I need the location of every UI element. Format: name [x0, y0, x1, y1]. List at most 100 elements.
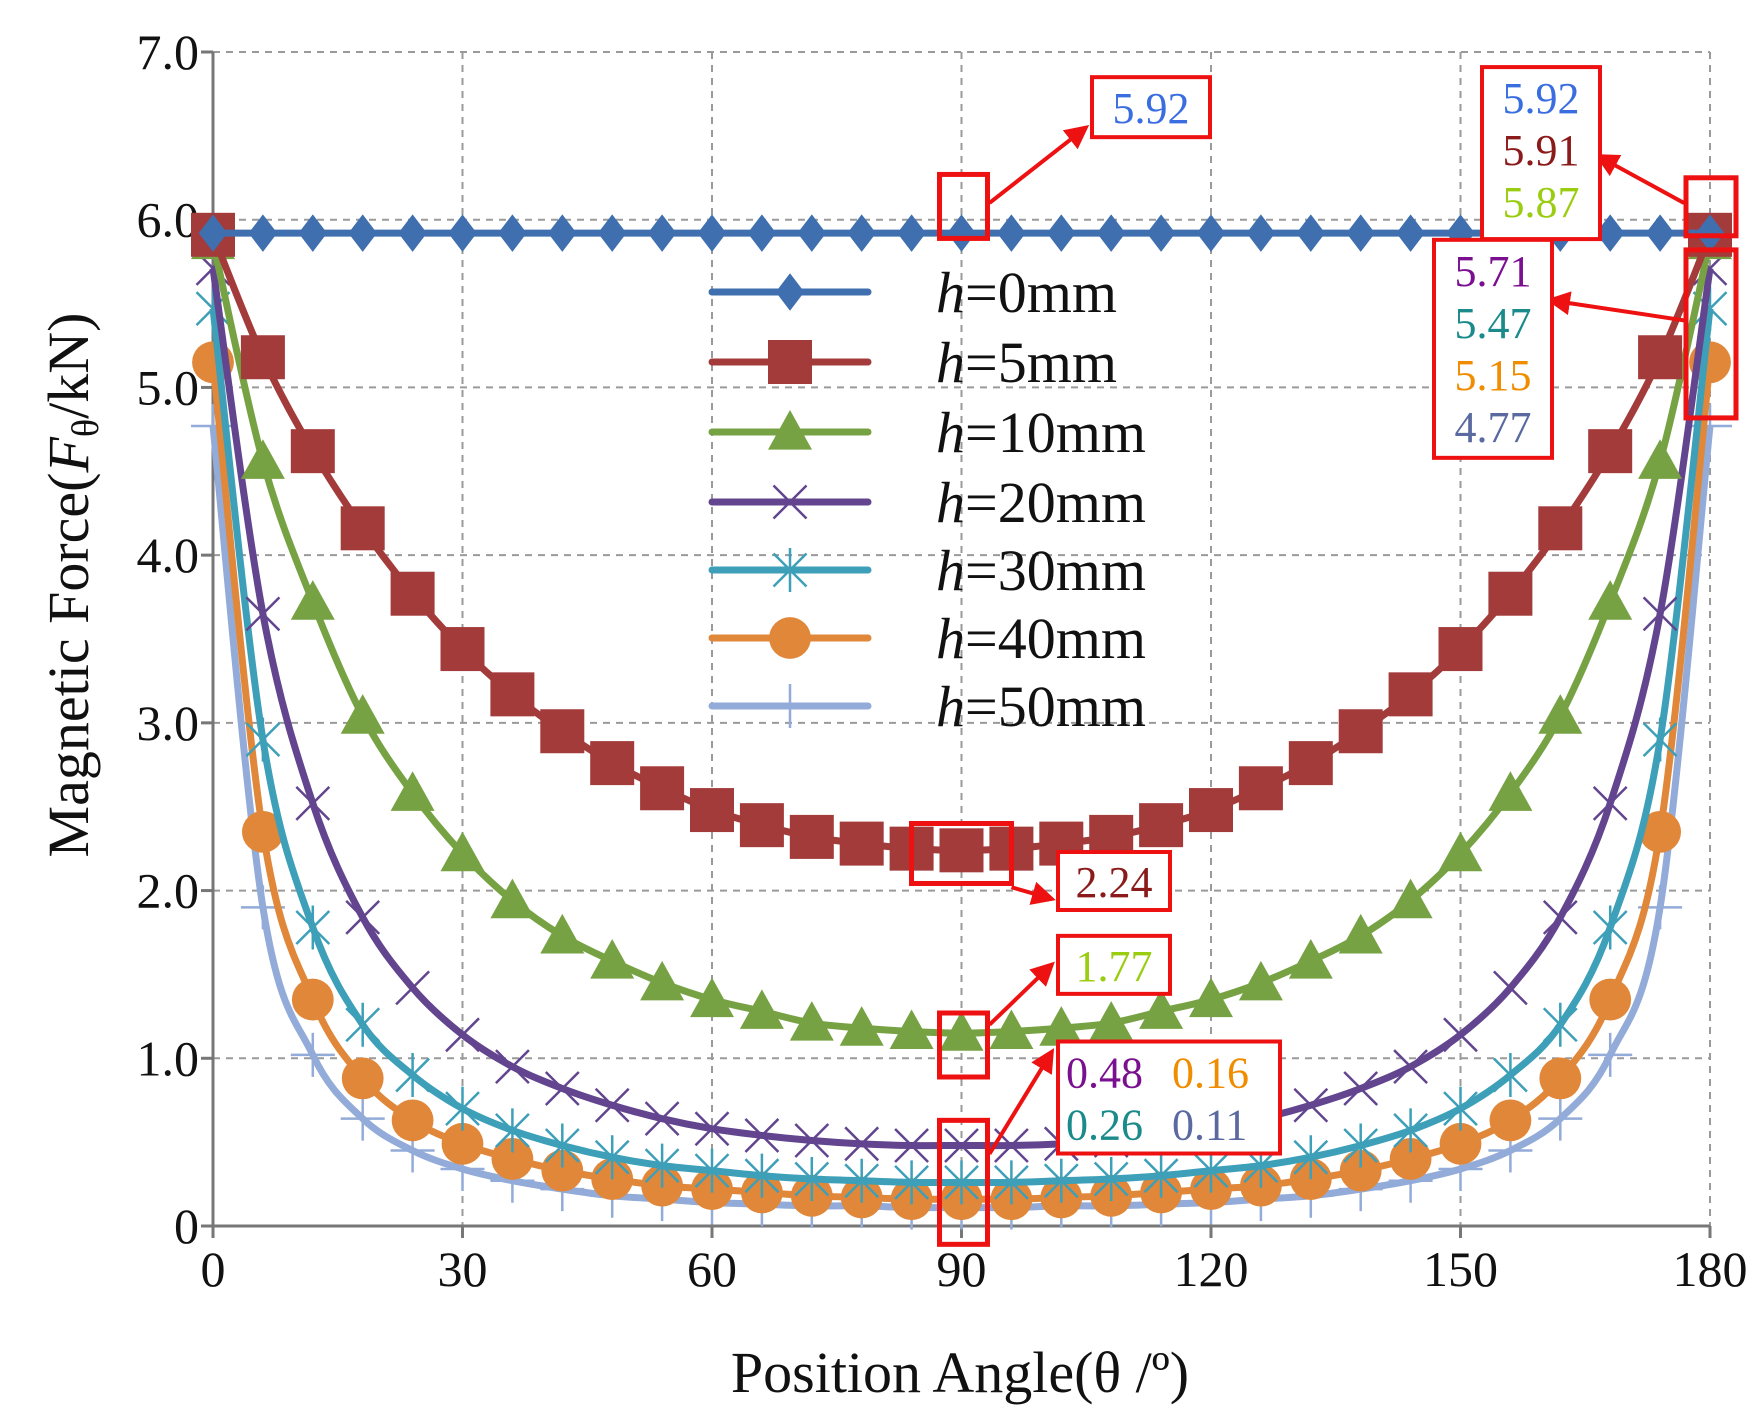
data-point-30mm	[894, 1160, 929, 1205]
data-point-30mm	[295, 905, 331, 950]
data-point-10mm	[340, 694, 385, 734]
data-point-20mm	[1592, 785, 1628, 821]
data-point-40mm	[1489, 1099, 1532, 1142]
data-point-30mm	[1193, 1148, 1229, 1193]
axes: Position Angle(θ /º) Magnetic Force(Fθ/k…	[36, 24, 1748, 1405]
data-point-5mm	[290, 429, 335, 474]
data-point-0mm	[1196, 214, 1226, 252]
data-point-0mm	[1695, 214, 1725, 252]
label-box-low	[1056, 1039, 1282, 1156]
data-point-30mm	[1642, 717, 1678, 762]
data-point-0mm	[1396, 214, 1425, 252]
x-tick-label: 150	[1423, 1241, 1498, 1297]
data-point-5mm	[1538, 506, 1583, 551]
y-tick-label: 2.0	[137, 863, 200, 919]
data-point-20mm	[944, 1128, 979, 1163]
legend-label-var: h	[936, 260, 965, 325]
legend-label-var: h	[936, 674, 965, 739]
data-point-0mm	[1645, 214, 1675, 252]
highlight-box-right-mid	[1683, 247, 1739, 421]
arrow-5mm	[1010, 881, 1056, 905]
data-point-10mm	[789, 1001, 834, 1041]
data-point-0mm	[298, 214, 328, 252]
data-point-40mm	[242, 810, 284, 853]
legend-swatch-marker	[768, 410, 812, 450]
data-point-20mm	[1493, 970, 1528, 1006]
annotation-value: 5.47	[1455, 299, 1532, 348]
data-point-5mm	[590, 741, 635, 786]
annotation-value: 5.71	[1455, 247, 1532, 296]
data-point-0mm	[198, 214, 228, 252]
data-point-5mm	[1588, 429, 1633, 474]
data-point-10mm	[590, 939, 635, 979]
data-point-5mm	[340, 506, 385, 551]
data-point-5mm	[1388, 672, 1433, 717]
data-point-40mm	[541, 1149, 584, 1192]
data-point-40mm	[1539, 1057, 1582, 1100]
data-point-10mm	[1638, 439, 1683, 479]
legend-label-var: h	[936, 606, 965, 671]
data-point-10mm	[1039, 1006, 1084, 1046]
data-point-10mm	[1139, 989, 1184, 1029]
data-point-10mm	[939, 1011, 984, 1051]
data-point-5mm	[440, 627, 485, 672]
data-point-10mm	[989, 1009, 1034, 1050]
data-point-30mm	[1143, 1153, 1179, 1198]
data-point-0mm	[1146, 214, 1176, 252]
data-point-5mm	[640, 766, 685, 811]
arrow-right-mid	[1546, 291, 1685, 323]
x-tick-label: 90	[937, 1241, 987, 1297]
data-point-10mm	[1538, 694, 1583, 734]
data-point-20mm	[594, 1087, 630, 1123]
annotation-value: 5.91	[1503, 126, 1580, 175]
series-10mm	[191, 219, 1732, 1051]
data-point-20mm	[794, 1123, 830, 1158]
highlight-box-5mm	[909, 820, 1014, 886]
data-point-5mm	[390, 571, 435, 616]
data-point-0mm	[597, 214, 627, 252]
data-point-10mm	[1488, 771, 1533, 811]
data-point-10mm	[839, 1006, 884, 1046]
data-point-30mm	[544, 1123, 580, 1168]
data-point-40mm	[1589, 978, 1632, 1021]
data-point-50mm	[290, 1032, 335, 1077]
data-point-30mm	[1293, 1135, 1329, 1180]
legend-label-var: h	[936, 470, 965, 535]
data-point-20mm	[1293, 1087, 1329, 1123]
legend-swatch-marker	[775, 273, 805, 311]
data-point-20mm	[245, 596, 281, 632]
data-point-10mm	[1388, 878, 1433, 919]
data-point-30mm	[1093, 1157, 1129, 1202]
data-point-0mm	[348, 214, 377, 252]
data-point-10mm	[889, 1009, 934, 1050]
legend-swatch-marker	[772, 548, 808, 592]
data-point-40mm	[491, 1138, 534, 1180]
label-box-right-top	[1480, 65, 1602, 242]
data-point-10mm	[540, 913, 585, 954]
legend-swatch-marker	[768, 340, 812, 384]
data-point-30mm	[1493, 1053, 1528, 1098]
data-point-5mm	[739, 803, 784, 848]
data-point-0mm	[1595, 214, 1625, 252]
data-point-50mm	[1588, 1032, 1633, 1077]
data-point-10mm	[1089, 1001, 1134, 1041]
data-point-30mm	[944, 1160, 979, 1205]
data-point-0mm	[947, 214, 976, 252]
annotation-value: 5.87	[1503, 178, 1580, 227]
data-point-30mm	[245, 717, 281, 762]
legend-label-value: =20mm	[965, 470, 1146, 535]
annotation-value: 0.26	[1066, 1101, 1143, 1150]
legend-label: h=40mm	[936, 606, 1146, 671]
data-point-10mm	[490, 878, 535, 919]
data-point-40mm	[1439, 1122, 1482, 1165]
data-point-40mm	[441, 1122, 484, 1165]
data-point-0mm	[847, 214, 876, 252]
legend-label-var: h	[936, 538, 965, 603]
data-point-0mm	[747, 214, 777, 252]
data-point-5mm	[1189, 788, 1233, 833]
data-point-5mm	[690, 788, 734, 833]
data-point-10mm	[290, 580, 335, 620]
annotation-value: 5.15	[1455, 351, 1532, 400]
